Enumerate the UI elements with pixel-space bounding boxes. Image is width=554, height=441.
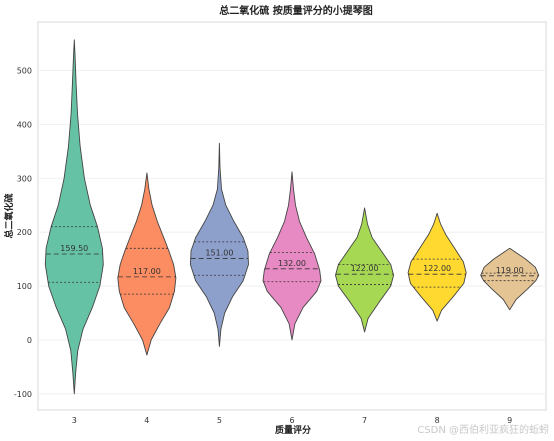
violin-5: 151.00 xyxy=(189,142,249,347)
median-label: 122.00 xyxy=(351,264,379,273)
y-tick-label: 300 xyxy=(17,174,32,183)
violin-9: 119.00 xyxy=(480,247,540,311)
x-axis-ticks: 3 4 5 6 7 8 9 xyxy=(72,416,513,425)
y-tick-label: 200 xyxy=(17,228,32,237)
y-tick-label: 400 xyxy=(17,120,32,129)
plot-frame xyxy=(37,21,547,411)
x-tick-label: 6 xyxy=(289,416,294,425)
violin-6: 132.00 xyxy=(262,171,322,341)
watermark: CSDN @西伯利亚疯狂的蚯蚓 xyxy=(417,423,549,436)
x-tick-label: 9 xyxy=(507,416,512,425)
x-tick-label: 8 xyxy=(435,416,440,425)
violin-3: 159.50 xyxy=(44,39,104,395)
violin-8: 122.00 xyxy=(407,212,467,322)
median-label: 119.00 xyxy=(496,266,524,275)
median-label: 117.00 xyxy=(133,267,161,276)
violins: 159.50 117.00 151.00 132.00 122.00 122.00 119.… xyxy=(44,39,540,395)
x-axis-label: 质量评分 xyxy=(275,424,311,436)
violin-body xyxy=(480,247,540,311)
y-tick-label: 500 xyxy=(17,67,32,76)
violin-body xyxy=(335,207,395,333)
violin-body xyxy=(44,39,104,395)
median-label: 122.00 xyxy=(423,264,451,273)
violin-body xyxy=(262,171,322,341)
median-label: 132.00 xyxy=(278,259,306,268)
x-tick-label: 7 xyxy=(362,416,367,425)
y-tick-label: -100 xyxy=(14,390,32,399)
y-tick-label: 0 xyxy=(27,336,32,345)
violin-4: 117.00 xyxy=(117,172,177,356)
x-tick-label: 4 xyxy=(144,416,149,425)
violin-body xyxy=(189,142,249,347)
violin-body xyxy=(407,212,467,322)
y-axis-ticks: -100 0 100 200 300 400 500 xyxy=(14,67,32,399)
median-label: 151.00 xyxy=(205,249,233,258)
chart-title: 总二氧化硫 按质量评分的小提琴图 xyxy=(219,4,372,17)
y-axis-label: 总二氧化硫 xyxy=(3,193,15,238)
violin-7: 122.00 xyxy=(335,207,395,333)
violin-body xyxy=(117,172,177,356)
median-label: 159.50 xyxy=(60,244,88,253)
y-tick-label: 100 xyxy=(17,282,32,291)
x-tick-label: 3 xyxy=(72,416,77,425)
x-tick-label: 5 xyxy=(217,416,222,425)
